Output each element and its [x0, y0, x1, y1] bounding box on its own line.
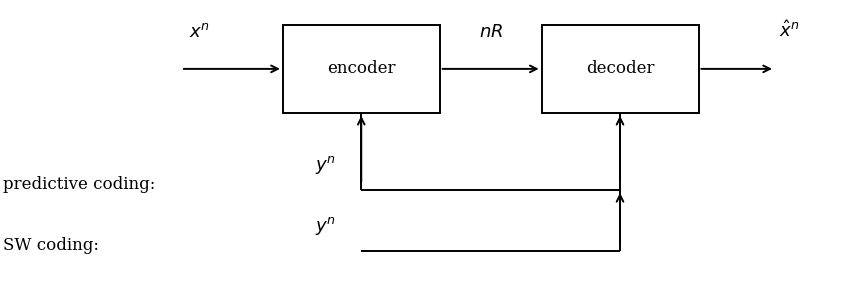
Text: encoder: encoder	[327, 60, 395, 77]
Text: decoder: decoder	[585, 60, 653, 77]
Text: $nR$: $nR$	[478, 23, 502, 41]
Text: $x^n$: $x^n$	[189, 23, 211, 41]
Text: SW coding:: SW coding:	[3, 237, 99, 254]
Bar	[282, 25, 439, 113]
Text: predictive coding:: predictive coding:	[3, 176, 155, 193]
Text: $\hat{x}^n$: $\hat{x}^n$	[778, 21, 798, 41]
Text: $y^n$: $y^n$	[315, 215, 335, 237]
Text: $y^n$: $y^n$	[315, 154, 335, 176]
Bar	[541, 25, 698, 113]
